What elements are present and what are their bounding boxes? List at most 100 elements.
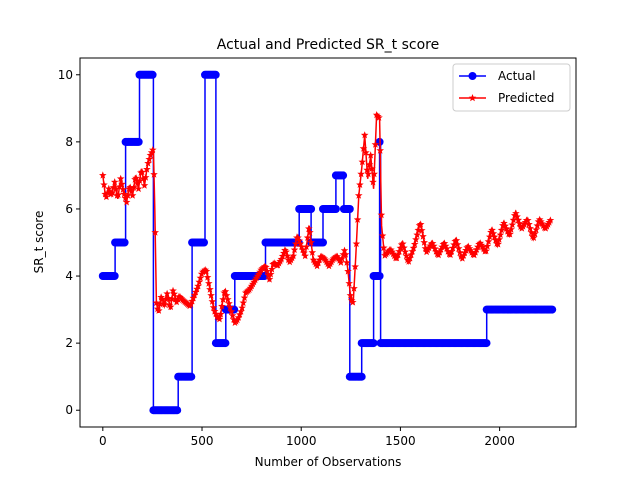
predicted-point — [216, 310, 225, 318]
predicted-point — [400, 243, 408, 252]
predicted-point — [191, 288, 200, 296]
predicted-point — [209, 303, 218, 311]
predicted-point — [409, 244, 418, 252]
predicted-point — [158, 295, 167, 303]
predicted-point — [346, 291, 355, 299]
predicted-point — [114, 190, 123, 199]
actual-point — [482, 339, 491, 348]
predicted-point — [109, 183, 118, 191]
predicted-point — [118, 180, 126, 188]
predicted-point — [120, 190, 128, 198]
predicted-point — [263, 267, 271, 275]
predicted-point — [370, 170, 378, 178]
actual-point — [357, 372, 366, 381]
predicted-point — [333, 252, 342, 260]
predicted-point — [230, 315, 238, 323]
actual-point — [134, 137, 143, 146]
predicted-point — [414, 226, 423, 234]
predicted-point — [182, 298, 190, 307]
predicted-point — [303, 233, 312, 241]
predicted-point — [205, 279, 213, 287]
predicted-point — [353, 215, 362, 223]
actual-point — [319, 238, 327, 247]
predicted-point — [297, 242, 306, 251]
predicted-point — [141, 173, 150, 181]
predicted-point — [535, 215, 544, 223]
actual-point — [548, 305, 557, 314]
predicted-point — [202, 267, 211, 275]
predicted-point — [134, 184, 143, 193]
predicted-point — [225, 299, 233, 307]
predicted-point — [345, 279, 353, 287]
predicted-point — [278, 252, 287, 260]
predicted-point — [482, 247, 490, 255]
predicted-point — [153, 304, 162, 313]
predicted-point — [389, 249, 398, 258]
predicted-point — [360, 131, 369, 139]
predicted-point — [512, 209, 520, 217]
predicted-point — [180, 296, 188, 305]
x-tick-label: 500 — [191, 434, 214, 448]
predicted-point — [102, 192, 111, 201]
predicted-point — [212, 310, 220, 318]
plot-frame — [79, 57, 577, 428]
predicted-point — [366, 151, 375, 159]
predicted-point — [502, 224, 511, 232]
predicted-point — [318, 252, 326, 260]
predicted-point — [457, 252, 465, 260]
actual-point — [110, 272, 119, 280]
predicted-point — [181, 297, 189, 306]
predicted-point — [239, 298, 248, 307]
predicted-point — [357, 170, 365, 178]
predicted-point — [215, 315, 224, 323]
predicted-point — [537, 217, 545, 225]
predicted-point — [177, 294, 186, 302]
predicted-point — [127, 187, 136, 195]
predicted-point — [349, 298, 357, 306]
predicted-point — [393, 254, 401, 262]
predicted-point — [309, 255, 318, 264]
predicted-point — [235, 310, 244, 318]
predicted-point — [150, 170, 158, 178]
predicted-point — [320, 254, 328, 262]
actual-point — [339, 171, 348, 180]
predicted-point — [494, 240, 502, 248]
actual-point — [120, 238, 129, 247]
predicted-point — [419, 232, 427, 240]
predicted-point — [374, 112, 382, 120]
predicted-point — [444, 247, 452, 255]
predicted-point — [506, 230, 514, 238]
predicted-point — [377, 211, 386, 219]
legend-predicted-label: Predicted — [498, 91, 554, 105]
predicted-point — [334, 254, 343, 262]
predicted-point — [289, 251, 298, 260]
predicted-point — [138, 168, 146, 176]
predicted-point — [228, 311, 237, 319]
predicted-point — [429, 242, 438, 250]
predicted-point — [222, 291, 231, 299]
predicted-point — [290, 245, 299, 254]
predicted-point — [132, 174, 140, 182]
predicted-point — [479, 245, 488, 253]
predicted-point — [359, 144, 368, 152]
predicted-point — [465, 244, 474, 252]
predicted-point — [379, 243, 388, 252]
actual-point — [148, 70, 157, 79]
predicted-point — [306, 228, 314, 236]
predicted-point — [115, 182, 124, 191]
predicted-point — [116, 174, 125, 182]
y-tick-label: 10 — [58, 68, 73, 82]
y-axis-label: SR_t score — [32, 211, 46, 274]
predicted-point — [418, 226, 426, 234]
predicted-point — [282, 247, 290, 256]
predicted-point — [262, 263, 270, 271]
predicted-point — [100, 180, 108, 188]
predicted-point — [188, 297, 196, 305]
predicted-point — [527, 228, 536, 236]
predicted-point — [203, 273, 212, 281]
predicted-point — [495, 235, 503, 243]
predicted-point — [213, 312, 221, 320]
predicted-point — [399, 239, 407, 248]
predicted-point — [165, 301, 174, 309]
predicted-point — [168, 294, 176, 303]
